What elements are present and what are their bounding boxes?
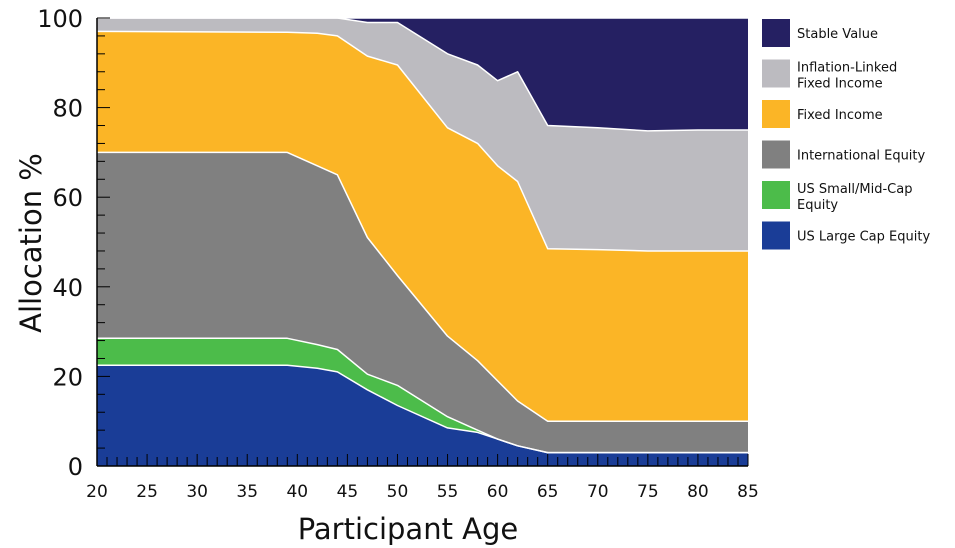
x-tick-label: 40	[286, 482, 308, 502]
legend-item-fixed-income: Fixed Income	[762, 100, 883, 128]
x-axis-title: Participant Age	[298, 512, 519, 546]
boundary-international-equity	[97, 151, 748, 422]
axes: 20 25 30 35 40 45 50 55 60 65 70 75 80 85 02040608010…	[37, 5, 759, 502]
legend-swatch	[762, 19, 790, 47]
area-international-equity	[97, 152, 748, 453]
legend-item-us-small-mid-cap-equity: US Small/Mid-Cap Equity	[762, 181, 912, 213]
legend-label: Fixed Income	[797, 108, 883, 123]
legend: Stable Value Inflation-Linked Fixed Income…	[762, 19, 930, 250]
x-tick-label: 30	[186, 482, 208, 502]
y-tick-label: 100	[37, 5, 83, 33]
x-tick-label: 50	[387, 482, 409, 502]
x-tick-label: 80	[687, 482, 709, 502]
x-tick-label: 25	[136, 482, 158, 502]
legend-label: US Small/Mid-Cap Equity	[797, 182, 912, 213]
y-tick-label: 60	[52, 184, 83, 212]
legend-item-us-large-cap-equity: US Large Cap Equity	[762, 221, 930, 250]
legend-item-inflation-linked-fixed-income: Inflation-Linked Fixed Income	[762, 59, 897, 92]
legend-label: Stable Value	[797, 27, 878, 42]
legend-item-stable-value: Stable Value	[762, 19, 878, 47]
area-stable-value	[97, 18, 748, 131]
y-tick-label: 40	[52, 274, 83, 302]
x-tick-label: 55	[437, 482, 459, 502]
y-tick-label: 20	[52, 363, 83, 391]
legend-label: Inflation-Linked Fixed Income	[797, 61, 897, 92]
x-tick-label: 35	[236, 482, 258, 502]
y-axis-title: Allocation %	[14, 153, 48, 333]
x-tick-label: 45	[337, 482, 359, 502]
legend-label: International Equity	[797, 149, 926, 164]
legend-item-international-equity: International Equity	[762, 140, 926, 169]
boundary-fixed-income	[96, 30, 748, 252]
y-tick-label: 0	[68, 453, 83, 481]
x-minor-ticks	[96, 454, 749, 466]
x-tick-label: 70	[587, 482, 609, 502]
legend-swatch	[762, 59, 790, 88]
boundary-us-small-mid-cap-equity	[97, 337, 748, 454]
x-tick-label: 65	[537, 482, 559, 502]
area-layers	[96, 17, 748, 466]
y-minor-ticks	[97, 17, 110, 467]
area-us-small-mid-cap-equity	[97, 338, 748, 453]
area-us-large-cap-equity	[97, 365, 748, 466]
x-tick-label: 85	[737, 482, 759, 502]
legend-swatch	[762, 181, 790, 209]
legend-label: US Large Cap Equity	[797, 230, 930, 245]
y-tick-labels: 0 20 40 60 80 100	[37, 5, 83, 481]
legend-swatch	[762, 140, 790, 169]
x-tick-label: 60	[487, 482, 509, 502]
x-tick-label: 20	[86, 482, 108, 502]
y-tick-label: 80	[52, 95, 83, 123]
x-tick-labels: 20 25 30 35 40 45 50 55 60 65 70 75 80 85	[86, 482, 759, 502]
area-inflation-linked-fixed-income	[97, 18, 748, 251]
x-tick-label: 75	[637, 482, 659, 502]
legend-swatch	[762, 100, 790, 128]
legend-swatch	[762, 221, 790, 250]
area-fixed-income	[97, 31, 748, 422]
